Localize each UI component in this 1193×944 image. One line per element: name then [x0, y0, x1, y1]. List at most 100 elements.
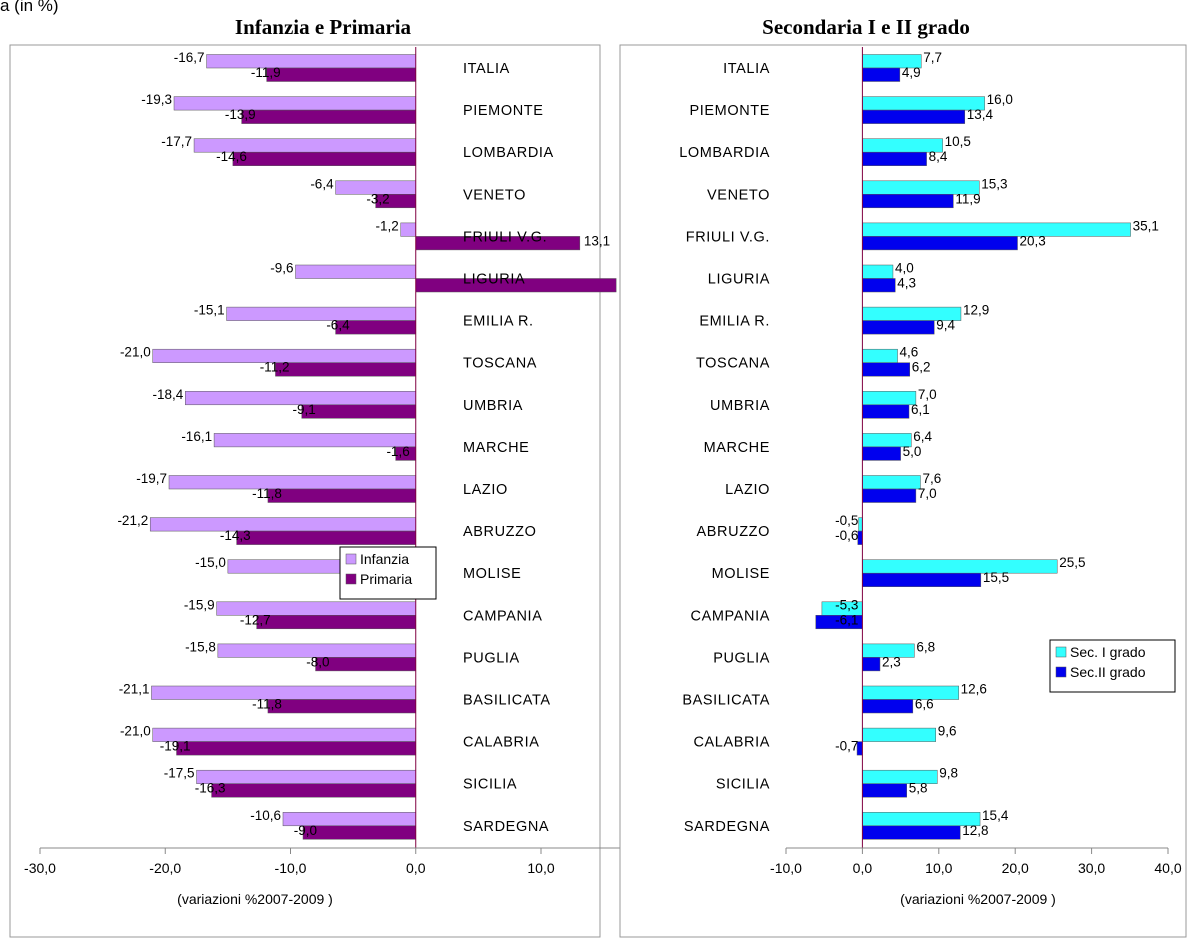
value-label: -18,4: [153, 387, 184, 402]
x-tick-label: 40,0: [1154, 860, 1181, 876]
bar-sec-ii-grado-6: [862, 320, 935, 335]
value-label: -16,7: [174, 50, 205, 65]
category-label: ABRUZZO: [697, 524, 770, 540]
category-label: SARDEGNA: [463, 819, 549, 835]
bar-infanzia-10: [168, 475, 416, 490]
x-tick-label: -10,0: [275, 860, 307, 876]
value-label: -11,8: [252, 486, 282, 501]
value-label: -21,0: [120, 345, 151, 360]
value-label: 10,5: [945, 134, 971, 149]
value-label: 9,4: [936, 318, 955, 333]
value-label: -12,7: [240, 612, 271, 627]
bar-primaria-10: [267, 488, 416, 503]
category-label: BASILICATA: [463, 693, 551, 709]
category-label: FRIULI V.G.: [463, 229, 547, 245]
category-label: EMILIA R.: [699, 314, 770, 330]
value-label: 15,4: [982, 808, 1009, 823]
category-label: VENETO: [463, 187, 526, 203]
value-label: 5,0: [903, 444, 922, 459]
x-tick-label: 0,0: [406, 860, 426, 876]
bar-infanzia-0: [206, 54, 416, 69]
chart-infanzia-primaria: Infanzia e Primaria -16,7 -19,3 -17,7 -6,4 -1…: [9, 15, 680, 938]
legend-label: Primaria: [360, 571, 412, 587]
value-label: -14,3: [220, 528, 251, 543]
category-label: SICILIA: [463, 777, 517, 793]
legend-swatch: [1055, 666, 1067, 678]
bar-sec-i-grado-11: [858, 517, 863, 532]
value-label: 4,6: [900, 345, 919, 360]
x-tick-label: 20,0: [1002, 860, 1029, 876]
value-label: -11,9: [251, 65, 281, 80]
bar-infanzia-17: [196, 769, 416, 784]
category-label: CALABRIA: [463, 735, 540, 751]
value-label: 6,8: [916, 639, 935, 654]
bar-sec-i-grado-7: [862, 348, 898, 363]
value-label: -13,9: [225, 107, 256, 122]
bar-primaria-0: [266, 67, 417, 82]
value-label: -6,4: [326, 318, 350, 333]
x-tick-label: 10,0: [527, 860, 554, 876]
value-label: 6,4: [913, 429, 932, 444]
chart-secondaria: Secondaria I e II grado 7,7 16,0 10,5 15,3 35…: [619, 15, 1187, 938]
legend: Infanzia Primaria: [339, 546, 437, 600]
bar-primaria-11: [236, 530, 416, 545]
category-label: PIEMONTE: [689, 103, 770, 119]
bar-primaria-15: [267, 699, 416, 714]
x-tick-label: 30,0: [1078, 860, 1105, 876]
value-label: -21,2: [117, 513, 148, 528]
x-tick-label: 0,0: [853, 860, 873, 876]
bar-sec-i-grado-5: [862, 264, 894, 279]
value-label: -21,0: [120, 724, 151, 739]
value-label: 4,0: [895, 261, 914, 276]
value-label: 20,3: [1019, 233, 1045, 248]
bar-primaria-2: [232, 151, 416, 166]
category-label: LIGURIA: [463, 272, 525, 288]
bar-sec-ii-grado-15: [862, 699, 914, 714]
category-label: ITALIA: [723, 61, 770, 77]
bar-sec-ii-grado-14: [862, 657, 881, 672]
bar-sec-ii-grado-4: [862, 236, 1018, 251]
bar-infanzia-1: [173, 96, 416, 111]
value-label: 11,9: [955, 191, 980, 206]
value-label: -1,2: [375, 218, 398, 233]
bar-sec-i-grado-10: [862, 475, 921, 490]
value-label: 4,9: [902, 65, 921, 80]
value-label: -9,6: [270, 261, 293, 276]
bar-sec-ii-grado-2: [862, 151, 927, 166]
legend-swatch: [1055, 646, 1067, 658]
value-label: 6,1: [911, 402, 930, 417]
value-label: -9,1: [293, 402, 316, 417]
x-tick-label: -30,0: [24, 860, 56, 876]
bar-sec-ii-grado-5: [862, 278, 896, 293]
value-label: -3,2: [366, 191, 389, 206]
x-axis-title: (variazioni %2007-2009 ): [177, 891, 333, 907]
category-label: ITALIA: [463, 61, 510, 77]
bar-sec-i-grado-8: [862, 391, 917, 406]
bar-infanzia-6: [226, 306, 416, 321]
category-label: TOSCANA: [463, 356, 537, 372]
category-label: PUGLIA: [713, 650, 770, 666]
category-label: LIGURIA: [708, 272, 770, 288]
legend-label: Infanzia: [360, 551, 409, 567]
value-label: -17,5: [164, 766, 195, 781]
category-label: MOLISE: [712, 566, 770, 582]
category-label: LOMBARDIA: [679, 145, 770, 161]
bar-sec-ii-grado-12: [862, 572, 982, 587]
value-label: 12,6: [961, 682, 987, 697]
value-label: -15,8: [185, 639, 216, 654]
value-label: -11,8: [252, 697, 282, 712]
bar-sec-ii-grado-11: [857, 530, 863, 545]
x-tick-label: -10,0: [770, 860, 802, 876]
value-label: 35,1: [1133, 218, 1159, 233]
bar-sec-i-grado-16: [862, 727, 936, 742]
bar-sec-ii-grado-17: [862, 783, 907, 798]
value-label: -1,6: [386, 444, 409, 459]
category-label: EMILIA R.: [463, 314, 534, 330]
value-label: 5,8: [909, 781, 928, 796]
value-label: -5,3: [835, 597, 858, 612]
bar-infanzia-5: [295, 264, 417, 279]
value-label: 13,1: [584, 233, 610, 248]
legend-box: [1049, 639, 1176, 693]
bar-sec-ii-grado-18: [862, 825, 961, 840]
value-label: 6,2: [912, 360, 931, 375]
